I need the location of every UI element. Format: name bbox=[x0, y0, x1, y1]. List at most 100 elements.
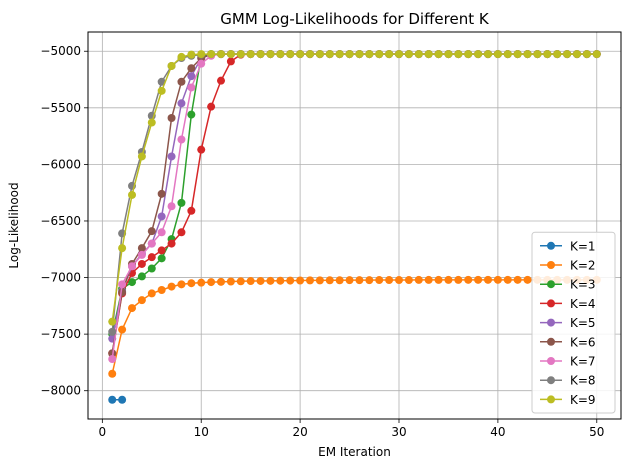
legend-item: K=6 bbox=[540, 335, 596, 349]
data-point bbox=[286, 50, 295, 59]
data-point bbox=[394, 50, 403, 59]
data-point bbox=[513, 275, 522, 284]
series-K=9 bbox=[108, 50, 601, 326]
data-point bbox=[167, 202, 176, 211]
legend-marker bbox=[547, 318, 555, 327]
data-point bbox=[246, 50, 255, 59]
data-point bbox=[177, 52, 186, 61]
data-point bbox=[187, 64, 196, 73]
data-point bbox=[454, 50, 463, 59]
data-point bbox=[118, 395, 127, 404]
data-point bbox=[137, 272, 146, 281]
data-point bbox=[167, 239, 176, 248]
data-point bbox=[108, 317, 117, 326]
data-point bbox=[137, 250, 146, 259]
x-tick-label: 10 bbox=[194, 425, 209, 439]
data-point bbox=[493, 275, 502, 284]
series-K=1 bbox=[108, 395, 127, 404]
data-point bbox=[434, 275, 443, 284]
data-point bbox=[315, 276, 324, 285]
legend-label: K=2 bbox=[570, 259, 596, 273]
data-point bbox=[503, 50, 512, 59]
data-point bbox=[345, 276, 354, 285]
data-point bbox=[137, 244, 146, 253]
y-tick-label: −7000 bbox=[40, 271, 81, 285]
data-point bbox=[414, 275, 423, 284]
data-point bbox=[157, 86, 166, 95]
data-point bbox=[375, 276, 384, 285]
data-point bbox=[187, 110, 196, 119]
data-point bbox=[167, 61, 176, 70]
legend-item: K=9 bbox=[540, 393, 596, 407]
data-point bbox=[424, 275, 433, 284]
legend-label: K=1 bbox=[570, 239, 596, 253]
y-tick-label: −7500 bbox=[40, 327, 81, 341]
data-point bbox=[483, 50, 492, 59]
data-point bbox=[197, 59, 206, 68]
x-tick-label: 20 bbox=[292, 425, 307, 439]
data-point bbox=[444, 50, 453, 59]
x-axis-label: EM Iteration bbox=[318, 445, 391, 459]
data-point bbox=[533, 50, 542, 59]
y-tick-label: −5500 bbox=[40, 101, 81, 115]
data-point bbox=[444, 275, 453, 284]
legend-marker bbox=[547, 241, 555, 250]
data-point bbox=[137, 296, 146, 305]
data-point bbox=[118, 280, 127, 289]
data-point bbox=[592, 50, 601, 59]
data-point bbox=[157, 228, 166, 237]
data-point bbox=[177, 99, 186, 108]
data-point bbox=[226, 50, 235, 59]
y-axis-label: Log-Likelihood bbox=[7, 182, 21, 268]
data-point bbox=[187, 279, 196, 288]
data-point bbox=[365, 276, 374, 285]
legend-label: K=6 bbox=[570, 335, 596, 349]
legend-item: K=5 bbox=[540, 316, 596, 330]
data-point bbox=[582, 50, 591, 59]
data-point bbox=[118, 325, 127, 334]
data-point bbox=[197, 278, 206, 287]
data-point bbox=[306, 50, 315, 59]
legend-box bbox=[531, 231, 616, 414]
data-point bbox=[256, 50, 265, 59]
data-point bbox=[217, 277, 226, 286]
data-point bbox=[246, 277, 255, 286]
data-point bbox=[414, 50, 423, 59]
data-point bbox=[108, 395, 117, 404]
data-point bbox=[365, 50, 374, 59]
data-point bbox=[572, 50, 581, 59]
data-point bbox=[375, 50, 384, 59]
legend-label: K=8 bbox=[570, 374, 596, 388]
data-point bbox=[137, 152, 146, 161]
data-point bbox=[513, 50, 522, 59]
data-point bbox=[276, 276, 285, 285]
legend: K=1 K=2 K=3 K=4 K=5 K=6 K=7 K=8 K=9 bbox=[531, 231, 616, 414]
data-point bbox=[563, 50, 572, 59]
x-tick-label: 30 bbox=[391, 425, 406, 439]
data-point bbox=[187, 83, 196, 92]
y-tick-label: −6000 bbox=[40, 157, 81, 171]
data-point bbox=[217, 76, 226, 85]
series-group bbox=[108, 50, 601, 404]
legend-marker bbox=[547, 376, 555, 385]
data-point bbox=[157, 246, 166, 255]
data-point bbox=[157, 286, 166, 294]
y-tick-label: −5000 bbox=[40, 44, 81, 58]
data-point bbox=[523, 275, 532, 284]
data-point bbox=[325, 50, 334, 59]
data-point bbox=[404, 50, 413, 59]
data-point bbox=[355, 276, 364, 285]
legend-label: K=5 bbox=[570, 316, 596, 330]
data-point bbox=[325, 276, 334, 285]
data-point bbox=[187, 206, 196, 215]
data-point bbox=[157, 254, 166, 263]
legend-marker bbox=[547, 395, 555, 404]
data-point bbox=[335, 276, 344, 285]
x-tick-label: 40 bbox=[490, 425, 505, 439]
data-point bbox=[424, 50, 433, 59]
data-point bbox=[128, 304, 137, 313]
data-point bbox=[187, 50, 196, 59]
data-point bbox=[454, 275, 463, 284]
